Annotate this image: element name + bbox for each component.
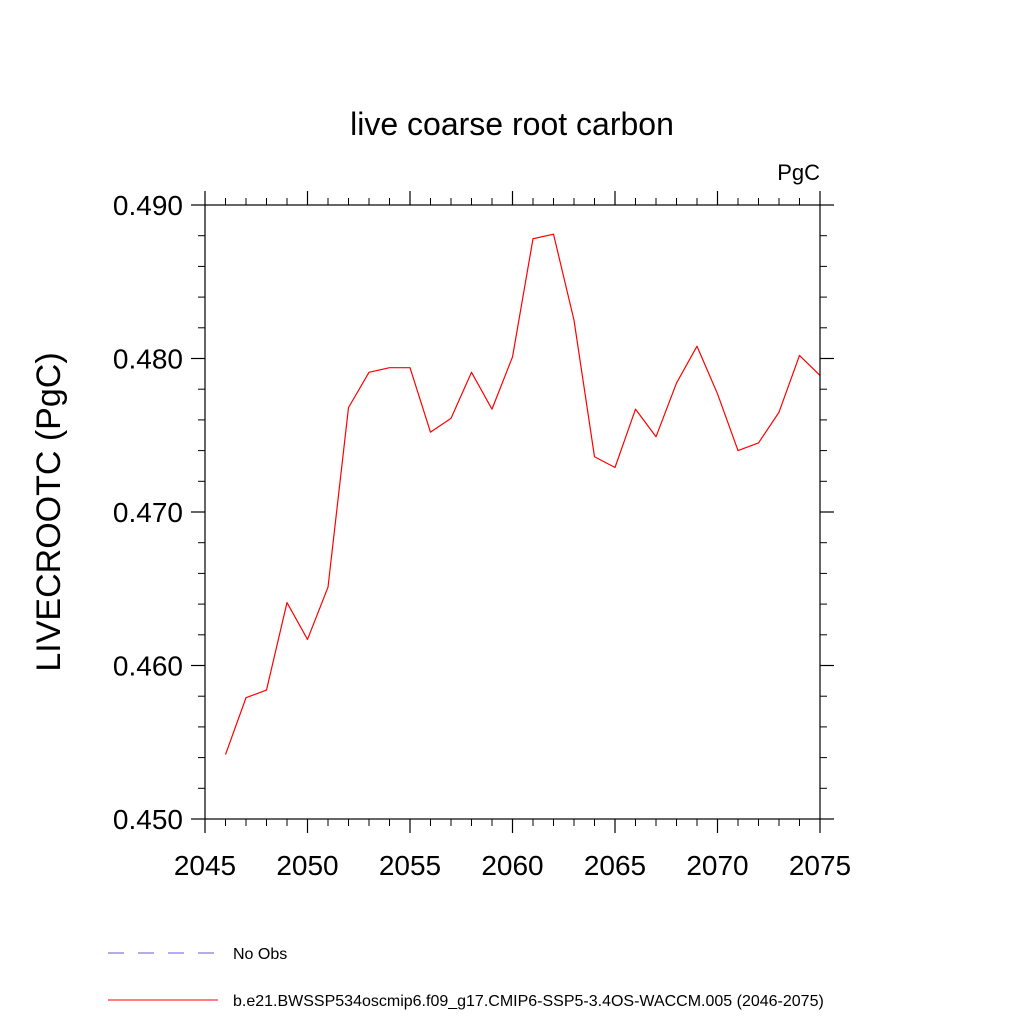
units-label: PgC — [777, 160, 820, 185]
x-tick-labels: 2045 2050 2055 2060 2065 2070 2075 — [174, 850, 851, 881]
chart-title: live coarse root carbon — [350, 106, 674, 142]
y-tick-label: 0.460 — [113, 651, 183, 682]
axis-ticks — [191, 191, 834, 833]
legend: No Obs b.e21.BWSSP534oscmip6.f09_g17.CMIP… — [108, 946, 824, 1010]
y-tick-label: 0.470 — [113, 497, 183, 528]
y-tick-label: 0.490 — [113, 190, 183, 221]
y-tick-labels: 0.450 0.460 0.470 0.480 0.490 — [113, 190, 183, 835]
y-tick-label: 0.480 — [113, 344, 183, 375]
series-layer — [224, 233, 821, 755]
x-tick-label: 2045 — [174, 850, 236, 881]
x-tick-label: 2065 — [584, 850, 646, 881]
x-tick-label: 2070 — [686, 850, 748, 881]
x-tick-label: 2055 — [379, 850, 441, 881]
x-tick-label: 2060 — [481, 850, 543, 881]
series-line — [224, 233, 821, 755]
x-tick-label: 2075 — [789, 850, 851, 881]
plot-frame — [204, 204, 821, 820]
y-axis-label: LIVECROOTC (PgC) — [30, 352, 68, 671]
legend-label: No Obs — [233, 946, 287, 963]
y-tick-label: 0.450 — [113, 804, 183, 835]
x-tick-label: 2050 — [276, 850, 338, 881]
legend-label: b.e21.BWSSP534oscmip6.f09_g17.CMIP6-SSP5… — [233, 993, 824, 1010]
